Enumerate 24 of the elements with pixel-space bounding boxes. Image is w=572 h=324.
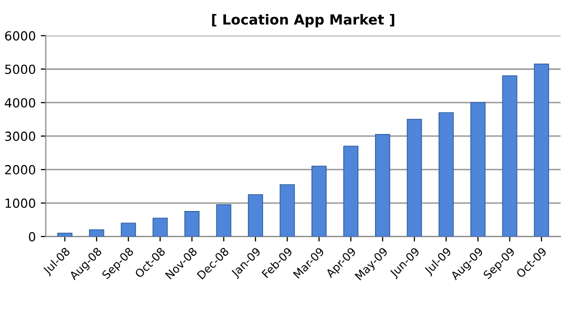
y-tick-label: 4000 [4, 98, 36, 108]
y-tick-label: 1000 [6, 198, 36, 208]
bar [248, 194, 264, 237]
bar [216, 204, 232, 237]
y-tick-label: 6000 [5, 31, 36, 41]
y-tick-label: 2000 [5, 165, 36, 174]
bar [280, 184, 295, 237]
y-tick-label: 5000 [5, 64, 36, 74]
bar [184, 210, 200, 237]
bar [470, 102, 486, 237]
chart-title: [ Location App Market ] [212, 14, 394, 28]
bar [311, 166, 327, 237]
bar [375, 134, 390, 237]
y-tick-label: 0 [28, 232, 36, 242]
bar [534, 64, 550, 237]
y-tick-label: 3000 [5, 132, 36, 142]
bar [152, 218, 168, 237]
bar [438, 112, 454, 237]
bar [120, 222, 136, 237]
bar [343, 146, 358, 237]
bar [89, 229, 104, 237]
bar [502, 75, 518, 237]
bar [406, 118, 422, 237]
bar [57, 232, 72, 237]
